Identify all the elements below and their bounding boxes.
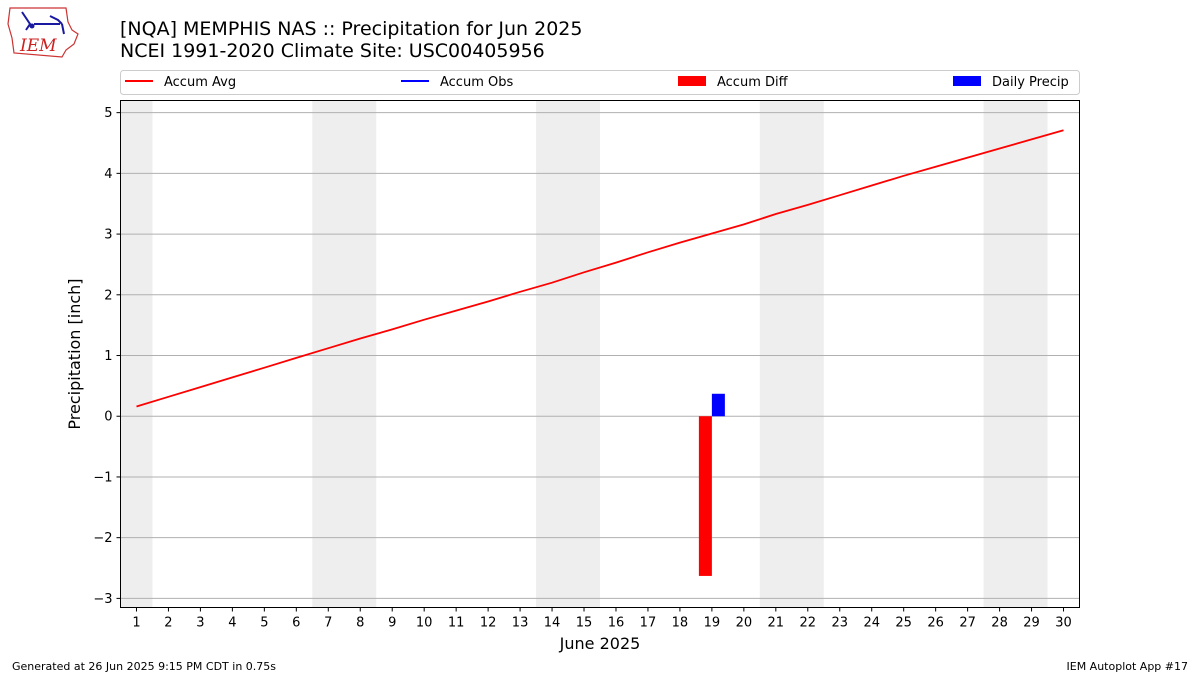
weather-symbol-icon — [21, 11, 65, 35]
x-tick-label: 4 — [228, 616, 236, 631]
x-tick-label: 1 — [132, 616, 140, 631]
weekend-band-2 — [536, 100, 600, 608]
x-tick-label: 18 — [672, 616, 689, 631]
legend-label: Accum Avg — [164, 75, 236, 90]
legend-label: Daily Precip — [992, 75, 1069, 90]
x-tick-label: 12 — [480, 616, 497, 631]
x-tick-label: 2 — [164, 616, 172, 631]
x-tick-label: 28 — [991, 616, 1008, 631]
x-tick-label: 16 — [608, 616, 625, 631]
iem-logo: IEM — [7, 7, 79, 58]
legend: Accum Avg Accum Obs Accum Diff Daily Precip — [120, 70, 1080, 95]
weekend-band-0 — [120, 100, 153, 608]
legend-label: Accum Diff — [717, 75, 789, 90]
line-accum-avg — [136, 129, 1064, 408]
legend-swatch — [953, 76, 981, 86]
y-tick-label: 4 — [104, 167, 112, 182]
state-outline-icon — [7, 7, 79, 58]
weekend-band-3 — [759, 100, 824, 608]
x-tick-label: 9 — [388, 616, 396, 631]
x-tick-label: 23 — [831, 616, 848, 631]
x-tick-label: 20 — [736, 616, 753, 631]
x-tick-label: 14 — [544, 616, 561, 631]
weekend-band-4 — [983, 100, 1048, 608]
x-tick-label: 25 — [895, 616, 912, 631]
x-tick-label: 29 — [1023, 616, 1040, 631]
x-tick-label: 8 — [356, 616, 364, 631]
weekend-shading — [120, 100, 1048, 608]
weekend-band-1 — [312, 100, 377, 608]
y-axis-label: Precipitation [inch] — [65, 278, 84, 429]
chart-title: [NQA] MEMPHIS NAS :: Precipitation for J… — [120, 18, 582, 40]
x-tick-label: 27 — [959, 616, 976, 631]
x-tick-label: 5 — [260, 616, 268, 631]
x-tick-label: 7 — [324, 616, 332, 631]
logo-text: IEM — [19, 36, 57, 56]
x-tick-label: 10 — [416, 616, 433, 631]
y-tick-label: −1 — [93, 470, 112, 485]
y-tick-label: 2 — [104, 288, 112, 303]
x-tick-label: 22 — [800, 616, 817, 631]
legend-frame — [120, 70, 1080, 95]
x-tick-label: 11 — [448, 616, 465, 631]
x-tick-label: 24 — [863, 616, 880, 631]
x-tick-label: 30 — [1055, 616, 1072, 631]
x-tick-label: 13 — [512, 616, 529, 631]
y-tick-label: 5 — [104, 106, 112, 121]
chart-subtitle: NCEI 1991-2020 Climate Site: USC00405956 — [120, 40, 545, 62]
x-tick-label: 19 — [704, 616, 721, 631]
x-tick-label: 15 — [576, 616, 593, 631]
grid-lines — [120, 112, 1080, 599]
x-axis-label: June 2025 — [559, 634, 641, 653]
x-tick-label: 17 — [640, 616, 657, 631]
y-tick-label: 1 — [104, 349, 112, 364]
plot-frame — [120, 100, 1080, 608]
footer-generated: Generated at 26 Jun 2025 9:15 PM CDT in … — [12, 660, 276, 673]
bar-daily-precip-19 — [711, 393, 725, 417]
legend-swatch — [678, 76, 706, 86]
x-tick-label: 26 — [927, 616, 944, 631]
y-tick-label: 3 — [104, 228, 112, 243]
x-tick-label: 6 — [292, 616, 300, 631]
bar-accum-diff-19 — [698, 416, 712, 576]
y-tick-label: −3 — [93, 592, 112, 607]
station-dot-icon — [29, 23, 35, 29]
x-tick-label: 3 — [196, 616, 204, 631]
legend-label: Accum Obs — [440, 75, 513, 90]
footer-app: IEM Autoplot App #17 — [1067, 660, 1189, 673]
y-tick-label: 0 — [104, 410, 112, 425]
y-tick-label: −2 — [93, 531, 112, 546]
bar-series — [698, 393, 725, 576]
line-series — [136, 129, 1064, 408]
x-tick-label: 21 — [768, 616, 785, 631]
